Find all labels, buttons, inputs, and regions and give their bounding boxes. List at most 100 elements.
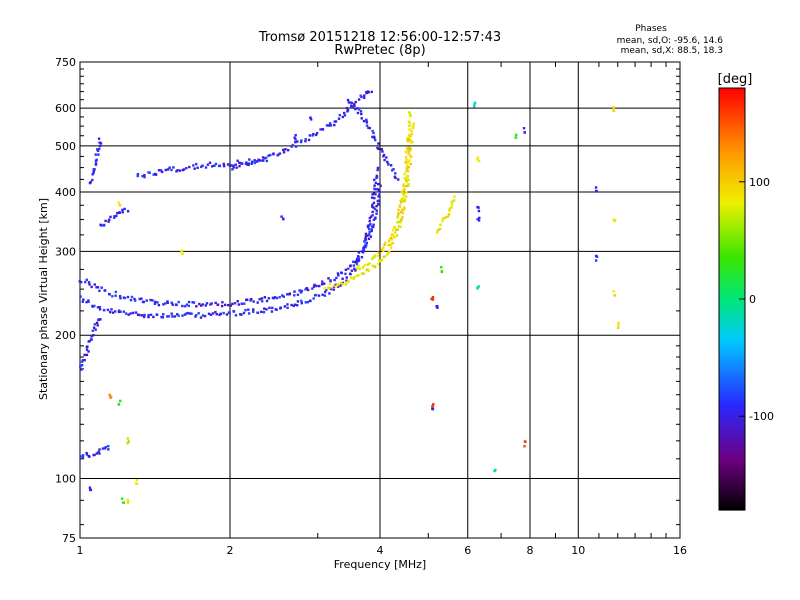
data-point [129,312,132,315]
data-point [333,278,336,282]
data-point [395,228,398,232]
data-point [86,345,89,348]
data-point [123,296,127,300]
data-point [366,263,369,266]
data-point [478,216,481,220]
data-point [399,220,402,224]
data-point [286,306,289,310]
data-point [397,225,401,228]
data-point [247,163,250,167]
colorbar-step [719,458,745,463]
data-point [115,214,118,218]
colorbar-step [719,371,745,375]
data-point [356,255,360,258]
y-tick-label: 500 [55,140,76,153]
data-point [119,297,122,300]
colorbar-step [719,335,745,339]
data-point [386,160,389,164]
data-point [409,162,412,166]
data-point [357,258,361,262]
data-point [406,164,409,167]
data-point [260,310,263,314]
data-point [247,162,251,165]
data-point [79,295,82,298]
data-point [275,296,279,300]
data-point [134,311,138,314]
colorbar-step [719,482,745,487]
data-point [356,107,359,110]
colorbar-step [719,280,745,285]
data-point [406,161,410,164]
data-point [176,313,179,316]
colorbar-step [719,184,745,189]
data-point [300,139,303,142]
colorbar-step [719,187,745,192]
data-point [196,166,199,169]
data-point [236,159,239,162]
colorbar-step [719,142,745,146]
data-point [612,290,616,293]
data-point [81,300,84,303]
data-point [382,255,386,259]
data-point [450,203,454,206]
data-point [341,282,345,286]
data-point [265,159,269,163]
colorbar-step [719,446,745,451]
colorbar-step [719,359,745,363]
data-point [166,168,170,171]
data-point [284,148,287,151]
data-point [523,131,526,134]
data-point [359,94,362,97]
colorbar-step [719,289,745,294]
data-point [98,144,102,148]
colorbar-step [719,97,745,101]
data-point [387,243,390,247]
data-point [107,448,110,451]
colorbar-step [719,368,745,372]
data-point [248,158,251,161]
data-point [594,189,598,193]
data-point [371,193,374,196]
data-point [401,190,404,193]
colorbar-step [719,271,745,276]
data-point [442,217,445,220]
data-point [291,143,294,147]
data-point [342,111,346,115]
colorbar-step [719,506,745,511]
data-point [344,283,348,286]
data-point [116,211,119,215]
colorbar-step [719,259,745,264]
data-point [246,163,249,166]
colorbar-step [719,193,745,198]
data-point [153,302,157,306]
data-point [108,218,111,221]
data-point [329,280,332,283]
data-point [109,215,112,219]
colorbar-step [719,467,745,472]
colorbar-step [719,238,745,243]
data-point [408,149,412,152]
data-point [376,254,380,257]
colorbar-step [719,389,745,394]
data-point [191,301,194,304]
data-point [346,98,350,102]
data-point [108,393,111,397]
data-point [329,124,333,127]
colorbar-step [719,214,745,219]
data-point [402,184,405,187]
data-point [98,452,101,455]
data-point [148,171,151,175]
data-point [377,188,380,192]
colorbar-step [719,274,745,279]
data-point [333,123,336,127]
colorbar-step [719,302,745,306]
data-point [126,498,130,502]
data-point [265,299,269,303]
data-point [404,178,408,181]
data-point [371,210,374,214]
colorbar-step [719,320,745,324]
data-point [476,287,479,290]
data-point [231,302,234,306]
data-point [362,119,366,123]
data-point [409,147,412,151]
